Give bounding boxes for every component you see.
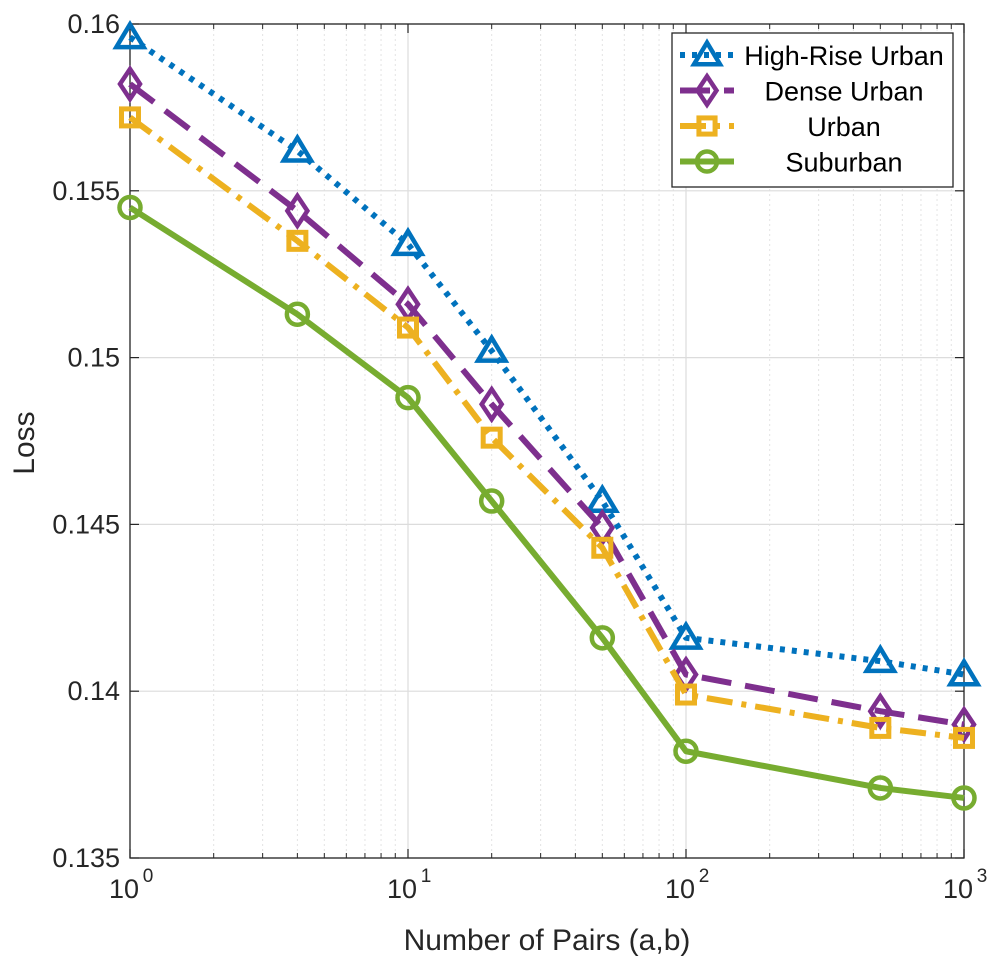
square-marker	[675, 683, 697, 706]
diamond-marker	[867, 692, 894, 731]
x-tick-exponent: 1	[421, 866, 432, 887]
plot-frame	[129, 23, 965, 859]
square-marker	[696, 115, 718, 137]
triangle-marker	[112, 19, 148, 50]
diamond-marker	[478, 385, 505, 424]
square-marker	[119, 106, 141, 129]
circle-marker	[117, 194, 143, 221]
y-tick-label: 0.16	[67, 9, 120, 39]
circle-marker	[867, 775, 894, 801]
x-tick-exponent: 3	[977, 866, 988, 887]
circle-marker	[694, 149, 720, 174]
legend-entry: Suburban	[680, 148, 903, 178]
x-axis-label: Number of Pairs (a,b)	[404, 924, 691, 957]
square-marker	[591, 536, 614, 559]
circle-marker	[951, 785, 977, 811]
triangle-marker	[668, 620, 704, 650]
diamond-marker	[117, 64, 143, 104]
triangle-marker	[690, 38, 724, 67]
square-marker	[869, 716, 892, 739]
circle-marker	[395, 384, 421, 411]
y-tick-label: 0.155	[52, 176, 120, 206]
y-tick-label: 0.15	[67, 343, 120, 373]
series-suburban	[117, 194, 977, 811]
grid-layer	[129, 23, 965, 859]
labels-layer: Number of Pairs (a,b) Loss	[8, 411, 690, 957]
legend-entry: Urban	[680, 112, 881, 142]
legend-label: Dense Urban	[764, 77, 923, 107]
square-marker	[397, 316, 419, 339]
diamond-marker	[589, 508, 616, 547]
legend-entry: High-Rise Urban	[680, 38, 944, 71]
y-axis-label: Loss	[8, 411, 41, 474]
legend-label: Urban	[807, 112, 881, 142]
triangle-marker	[862, 643, 898, 674]
circle-marker	[284, 301, 311, 327]
series-high-rise-urban	[112, 19, 982, 687]
x-tick-label: 10	[943, 874, 973, 904]
series-line	[128, 204, 965, 801]
square-marker	[953, 726, 975, 749]
series-line	[128, 114, 965, 741]
y-tick-label: 0.145	[52, 509, 120, 539]
legend-label: Suburban	[785, 148, 902, 178]
diamond-marker	[284, 191, 311, 230]
square-marker	[286, 229, 309, 252]
circle-marker	[673, 738, 699, 764]
x-tick-exponent: 2	[699, 866, 710, 887]
y-tick-label: 0.14	[67, 676, 120, 706]
circle-marker	[589, 625, 616, 651]
square-marker	[480, 426, 503, 449]
legend: High-Rise Urban Dense Urban Urban Suburban	[671, 32, 954, 188]
triangle-marker	[390, 226, 426, 257]
x-tick-label: 10	[387, 874, 417, 904]
diamond-marker	[694, 72, 720, 109]
diamond-marker	[951, 705, 977, 744]
x-tick-label: 10	[665, 874, 695, 904]
legend-entry: Dense Urban	[680, 72, 924, 109]
x-tick-exponent: 0	[143, 866, 154, 887]
triangle-marker	[474, 333, 510, 363]
series-layer	[112, 19, 982, 811]
triangle-marker	[946, 657, 982, 687]
triangle-marker	[279, 133, 315, 163]
x-tick-label: 10	[109, 874, 139, 904]
y-tick-label: 0.135	[52, 843, 120, 873]
circle-marker	[478, 488, 505, 514]
series-urban	[119, 106, 975, 749]
legend-label: High-Rise Urban	[744, 41, 944, 71]
series-line	[128, 81, 965, 728]
